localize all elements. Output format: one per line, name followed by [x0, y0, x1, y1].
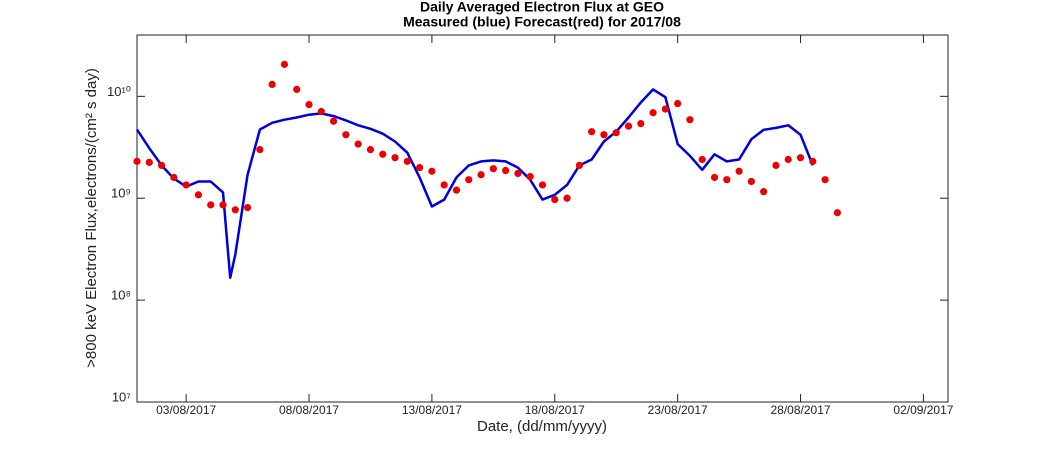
data-point [809, 157, 817, 165]
x-tick-label: 03/08/2017 [156, 403, 216, 417]
data-point [760, 188, 768, 196]
data-point [600, 131, 608, 139]
data-point [317, 107, 325, 116]
data-point [416, 163, 424, 172]
data-point [624, 122, 633, 130]
data-point [772, 161, 780, 169]
data-point [674, 99, 682, 108]
data-point [157, 161, 166, 169]
y-tick-label: 10⁷ [112, 389, 131, 404]
data-point [243, 203, 252, 212]
data-point [391, 154, 399, 162]
data-point [182, 181, 190, 189]
data-point [477, 171, 485, 179]
x-tick-label: 02/09/2017 [893, 403, 953, 417]
data-line [135, 88, 814, 279]
data-point [133, 157, 141, 165]
data-point [588, 128, 596, 136]
data-point [502, 166, 510, 175]
data-point [219, 201, 227, 209]
data-point [354, 140, 362, 148]
y-tick-label: 10⁹ [111, 186, 131, 201]
y-tick-label: 10⁸ [111, 288, 131, 303]
data-point [280, 60, 289, 68]
data-point [256, 146, 264, 154]
x-axis-label: Date, (dd/mm/yyyy) [477, 418, 607, 435]
data-point [231, 206, 239, 214]
data-point [379, 150, 387, 158]
data-point [710, 173, 719, 182]
data-point [661, 105, 669, 113]
data-point [538, 181, 547, 189]
data-point [366, 146, 375, 154]
data-point [723, 176, 731, 184]
data-point [833, 209, 842, 217]
data-point [145, 158, 153, 166]
data-point [342, 131, 350, 139]
x-tick-label: 13/08/2017 [402, 403, 462, 417]
data-point [207, 201, 215, 209]
data-point [170, 173, 178, 182]
data-point [649, 109, 657, 117]
data-point [735, 167, 743, 175]
data-point [465, 176, 473, 184]
data-point [747, 177, 755, 186]
data-point [821, 176, 829, 184]
data-point [796, 154, 805, 162]
data-point [194, 191, 203, 199]
data-point [489, 165, 497, 173]
data-point [698, 155, 706, 164]
data-point [440, 181, 448, 189]
data-point [575, 161, 583, 169]
data-point [428, 167, 436, 175]
y-axis-label: >800 keV Electron Flux,electrons/(cm² s … [83, 68, 100, 368]
data-point [305, 100, 313, 109]
data-point [514, 169, 522, 178]
data-point [551, 195, 559, 204]
plot-frame [136, 34, 949, 403]
chart-subtitle: Measured (blue) Forecast(red) for 2017/0… [403, 14, 681, 30]
x-tick-label: 08/08/2017 [279, 403, 339, 417]
x-tick-label: 23/08/2017 [648, 403, 708, 417]
data-point [686, 116, 694, 124]
data-point [268, 80, 276, 88]
data-point [526, 173, 534, 181]
x-tick-label: 28/08/2017 [771, 403, 831, 417]
data-point [784, 155, 792, 164]
data-point [293, 85, 301, 93]
chart-title: Daily Averaged Electron Flux at GEO [420, 0, 664, 15]
y-tick-label: 10¹⁰ [107, 84, 131, 99]
data-point [563, 194, 571, 202]
data-point [330, 117, 338, 125]
data-point [612, 129, 620, 137]
data-point [452, 186, 461, 194]
data-point [637, 120, 645, 128]
data-point [403, 157, 411, 165]
x-tick-label: 18/08/2017 [525, 403, 585, 417]
